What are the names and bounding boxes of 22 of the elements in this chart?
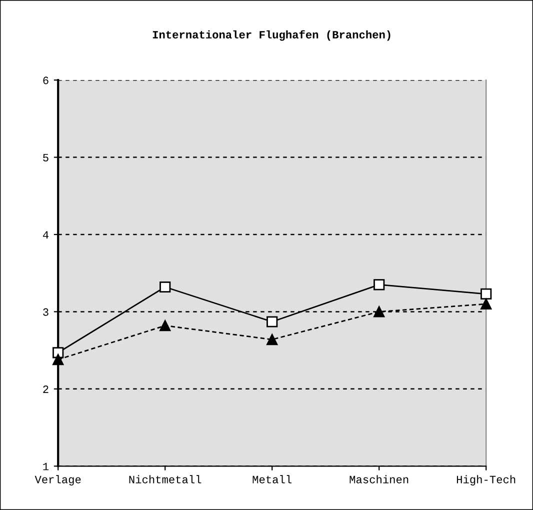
- y-tick-label: 3: [43, 308, 48, 316]
- point: [374, 279, 385, 290]
- point: [480, 298, 492, 310]
- x-tick-label: Metall: [252, 475, 292, 484]
- x-tick-label: High-Tech: [456, 475, 516, 486]
- y-tick-label: 2: [43, 386, 48, 393]
- point: [52, 347, 64, 358]
- y-tick-label: 6: [43, 76, 48, 84]
- y-tick-label: 1: [43, 462, 49, 470]
- x-tick-label: Nichtmetall: [129, 475, 202, 484]
- point: [480, 288, 492, 300]
- point: [160, 281, 171, 293]
- point: [52, 354, 64, 366]
- x-tick-label: Verlage: [34, 475, 81, 486]
- y-tick-label: 5: [43, 154, 48, 162]
- chart-title: Internationaler Flughafen (Branchen): [152, 30, 390, 41]
- x-tick-label: Maschinen: [350, 475, 408, 484]
- point: [266, 334, 278, 346]
- point: [374, 306, 385, 318]
- y-tick-label: 4: [42, 231, 49, 239]
- point: [160, 320, 171, 332]
- point: [266, 316, 278, 328]
